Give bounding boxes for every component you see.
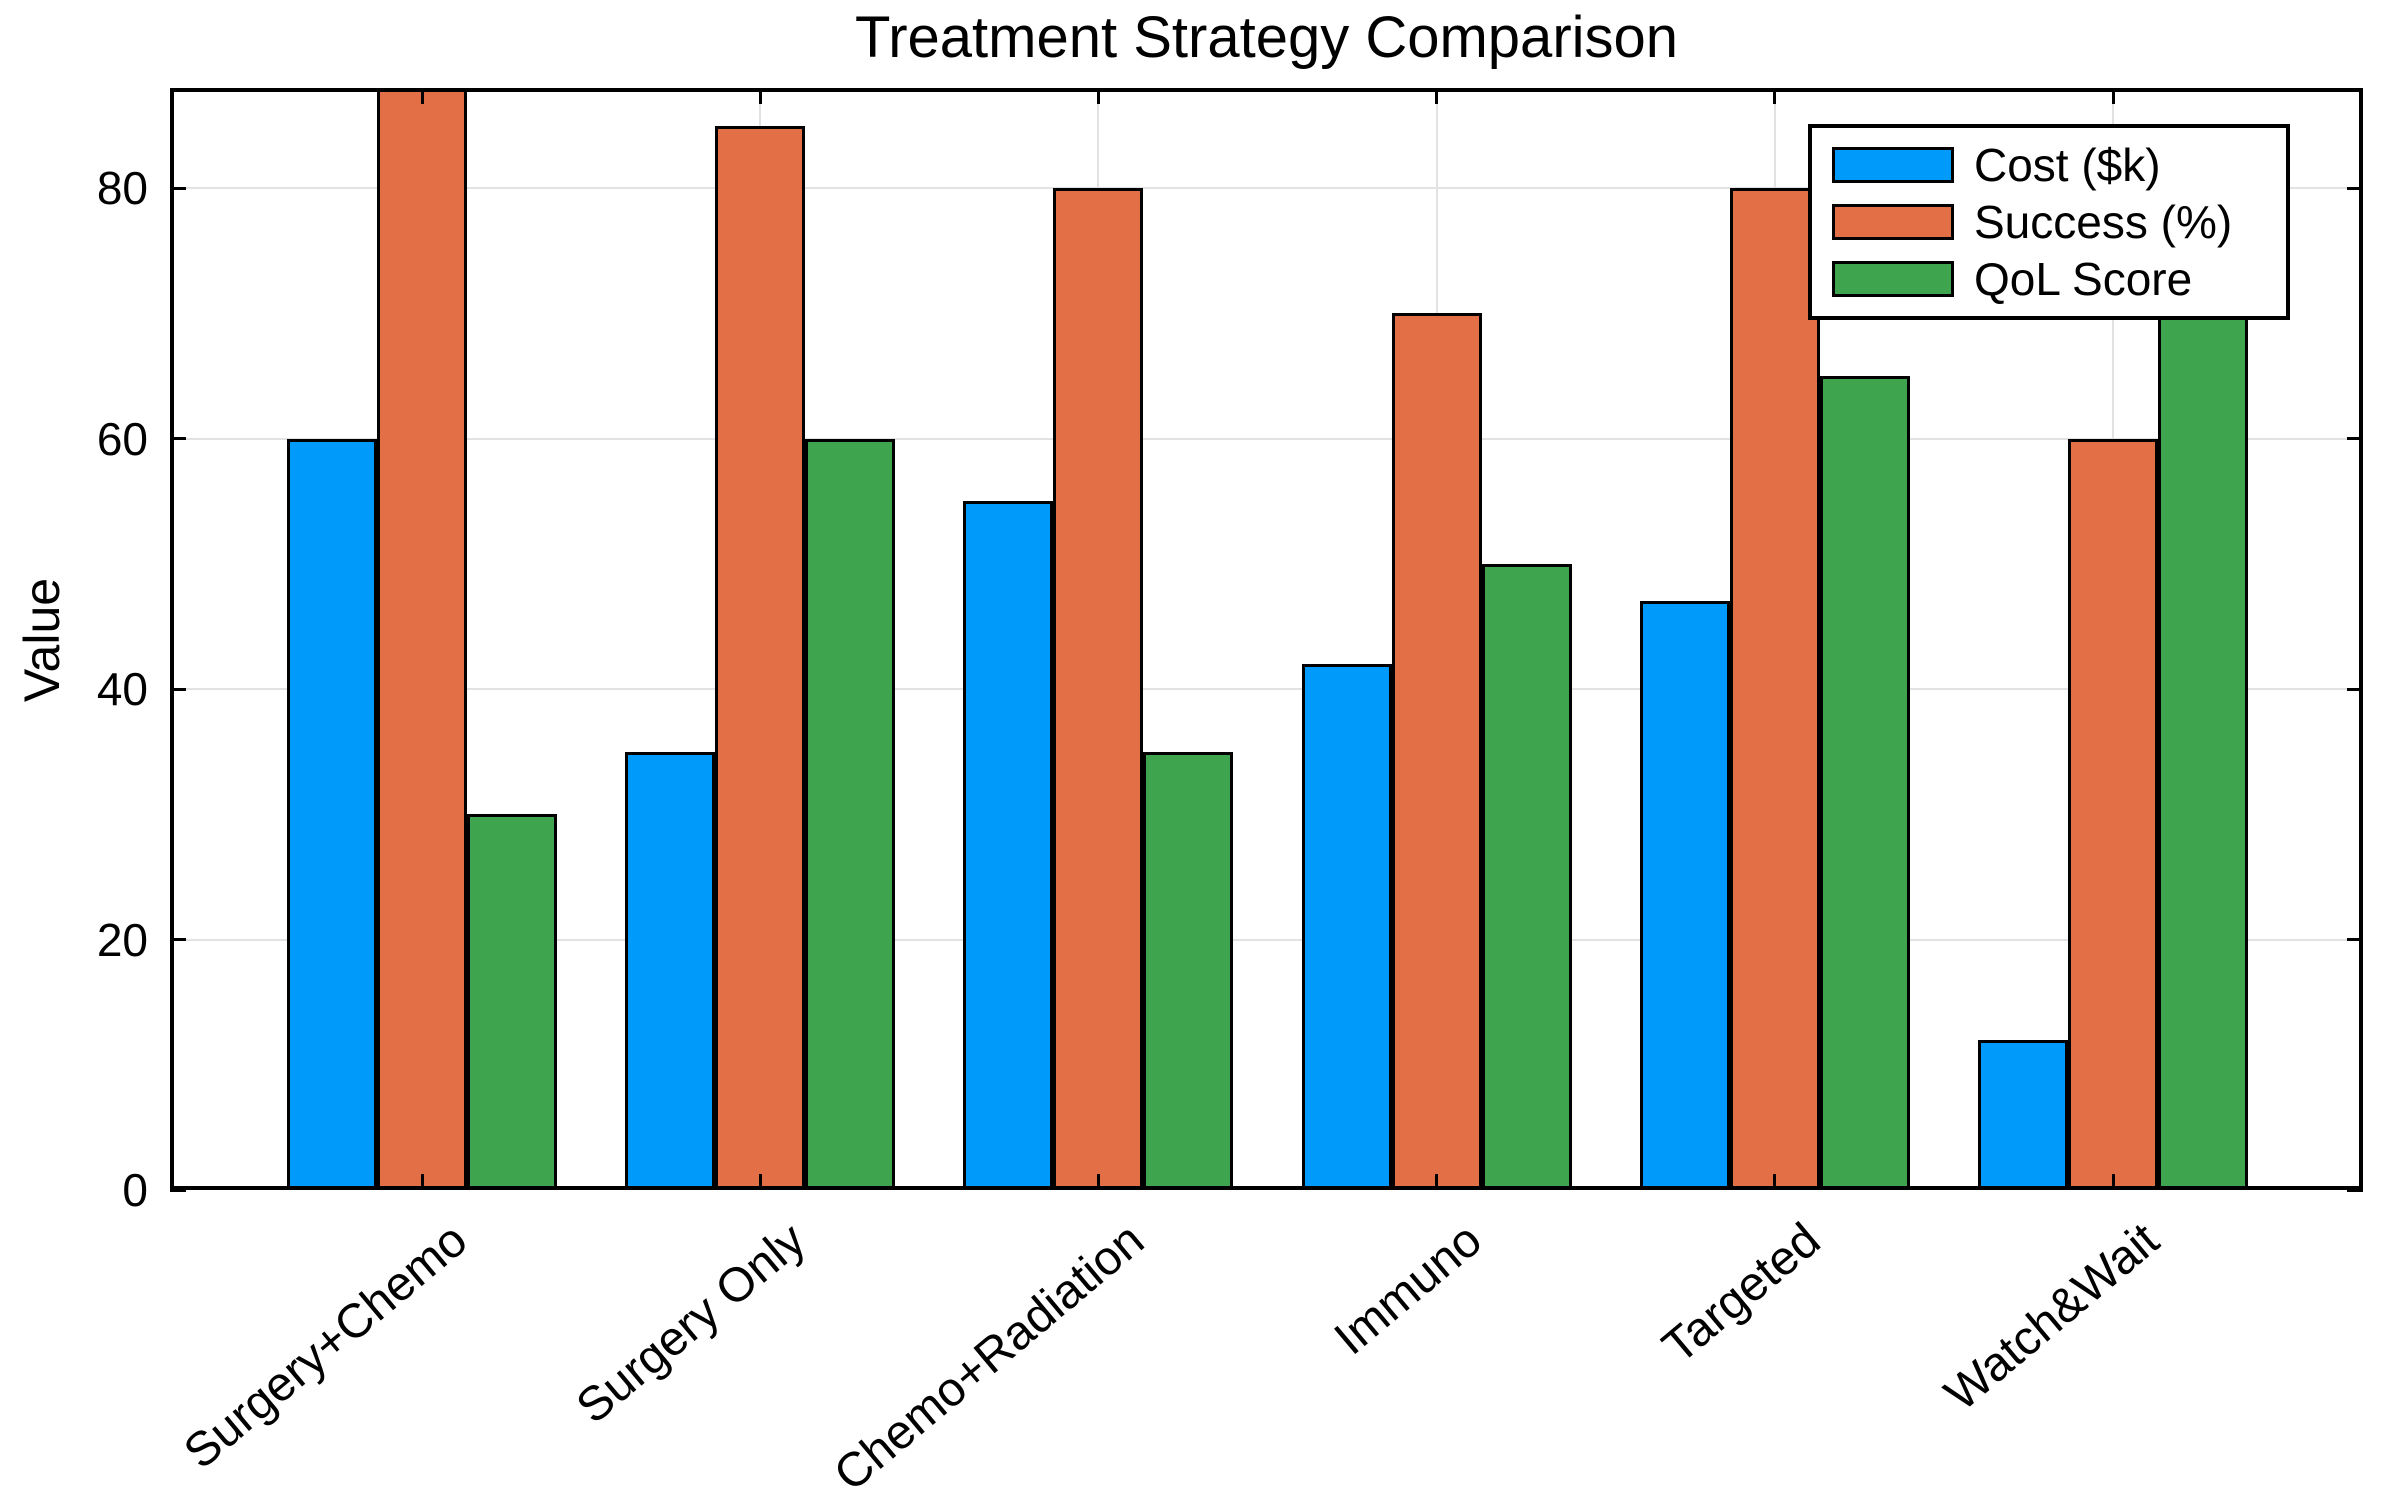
bar-surgery-chemo-success- bbox=[377, 88, 467, 1190]
gridline-y-60 bbox=[170, 437, 2363, 440]
bar-immuno-qol-score bbox=[1481, 564, 1572, 1190]
bar-targeted-cost-k- bbox=[1639, 601, 1730, 1190]
x-tick-top-surgery-chemo bbox=[420, 88, 424, 104]
y-tick-label-40: 40 bbox=[96, 663, 148, 716]
bar-immuno-cost-k- bbox=[1301, 664, 1392, 1190]
legend-swatch-cost-k- bbox=[1832, 147, 1954, 183]
x-tick-label-surgery-only: Surgery Only bbox=[566, 1213, 816, 1434]
x-tick-label-watch-wait: Watch&Wait bbox=[1934, 1213, 2169, 1422]
y-tick-right-0 bbox=[2347, 1188, 2363, 1192]
legend-row-cost-k-: Cost ($k) bbox=[1832, 141, 2266, 189]
y-tick-right-20 bbox=[2347, 938, 2363, 942]
bar-surgery-chemo-qol-score bbox=[467, 814, 557, 1190]
x-tick-bottom-surgery-chemo bbox=[420, 1174, 424, 1190]
legend-row-success-: Success (%) bbox=[1832, 198, 2266, 246]
x-tick-label-targeted: Targeted bbox=[1653, 1213, 1831, 1374]
legend-swatch-qol-score bbox=[1832, 261, 1954, 297]
x-tick-label-immuno: Immuno bbox=[1325, 1213, 1493, 1366]
bar-targeted-success- bbox=[1729, 188, 1820, 1190]
x-tick-top-watch-wait bbox=[2111, 88, 2115, 104]
y-tick-right-40 bbox=[2347, 687, 2363, 691]
y-tick-left-80 bbox=[170, 186, 186, 190]
legend-label-qol-score: QoL Score bbox=[1974, 253, 2193, 305]
y-tick-left-40 bbox=[170, 687, 186, 691]
gridline-y-20 bbox=[170, 938, 2363, 941]
legend-swatch-success- bbox=[1832, 204, 1954, 240]
x-tick-bottom-surgery-only bbox=[758, 1174, 762, 1190]
bar-watch-wait-qol-score bbox=[2158, 313, 2248, 1190]
x-tick-label-surgery-chemo: Surgery+Chemo bbox=[174, 1213, 478, 1480]
x-tick-top-surgery-only bbox=[758, 88, 762, 104]
legend-row-qol-score: QoL Score bbox=[1832, 255, 2266, 303]
y-tick-left-0 bbox=[170, 1188, 186, 1192]
legend-label-cost-k-: Cost ($k) bbox=[1974, 139, 2161, 191]
bar-surgery-chemo-cost-k- bbox=[287, 439, 377, 1190]
x-tick-top-chemo-radiation bbox=[1096, 88, 1100, 104]
bar-immuno-success- bbox=[1391, 313, 1482, 1190]
x-tick-top-targeted bbox=[1773, 88, 1777, 104]
y-tick-left-60 bbox=[170, 437, 186, 441]
bar-chemo-radiation-success- bbox=[1053, 188, 1144, 1190]
bar-surgery-only-success- bbox=[715, 126, 806, 1190]
bar-watch-wait-success- bbox=[2068, 439, 2158, 1190]
chart-title: Treatment Strategy Comparison bbox=[854, 5, 1679, 70]
y-tick-label-20: 20 bbox=[96, 913, 148, 966]
plot-area bbox=[170, 88, 2363, 1192]
y-tick-label-60: 60 bbox=[96, 412, 148, 465]
bar-targeted-qol-score bbox=[1819, 376, 1910, 1190]
bar-chemo-radiation-cost-k- bbox=[963, 501, 1054, 1190]
bar-surgery-only-cost-k- bbox=[625, 752, 716, 1190]
x-tick-bottom-chemo-radiation bbox=[1096, 1174, 1100, 1190]
x-tick-bottom-watch-wait bbox=[2111, 1174, 2115, 1190]
x-tick-top-immuno bbox=[1435, 88, 1439, 104]
y-tick-label-80: 80 bbox=[96, 162, 148, 215]
x-tick-label-chemo-radiation: Chemo+Radiation bbox=[824, 1213, 1154, 1502]
bar-surgery-only-qol-score bbox=[805, 439, 896, 1190]
x-tick-bottom-targeted bbox=[1773, 1174, 1777, 1190]
x-tick-bottom-immuno bbox=[1435, 1174, 1439, 1190]
legend: Cost ($k) Success (%) QoL Score bbox=[1808, 124, 2290, 320]
bar-watch-wait-cost-k- bbox=[1978, 1040, 2068, 1190]
y-tick-left-20 bbox=[170, 938, 186, 942]
legend-label-success-: Success (%) bbox=[1974, 196, 2233, 248]
y-tick-right-80 bbox=[2347, 186, 2363, 190]
gridline-y-40 bbox=[170, 688, 2363, 691]
y-tick-right-60 bbox=[2347, 437, 2363, 441]
gridline-y-80 bbox=[170, 187, 2363, 190]
bar-chemo-radiation-qol-score bbox=[1143, 752, 1234, 1190]
y-tick-label-0: 0 bbox=[122, 1164, 148, 1216]
